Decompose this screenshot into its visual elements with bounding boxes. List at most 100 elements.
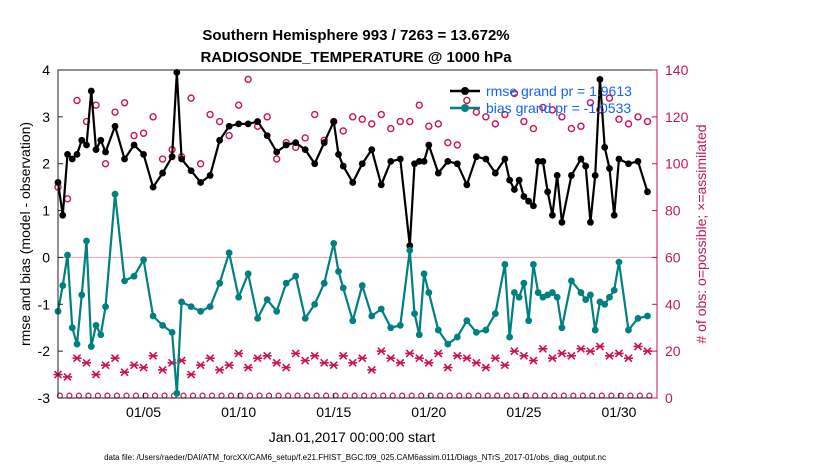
possible-obs-point <box>196 160 205 168</box>
left-tick-label: 0 <box>42 249 50 265</box>
assimilated-obs-point <box>424 358 434 367</box>
assimilated-obs-point <box>262 351 272 360</box>
rmse-point <box>544 188 552 196</box>
assimilated-obs-point <box>633 342 643 351</box>
bias-point <box>472 329 480 336</box>
rmse-point <box>159 169 166 177</box>
bias-point <box>59 282 67 289</box>
rmse-point <box>78 136 86 144</box>
axes <box>57 69 658 399</box>
assimilated-obs-point <box>72 354 82 363</box>
assimilated-obs-point <box>186 370 196 379</box>
rmse-point <box>216 136 224 144</box>
rmse-point <box>173 68 181 76</box>
rmse-point <box>577 155 585 163</box>
bias-point <box>320 279 328 287</box>
bias-point <box>292 272 300 280</box>
left-tick-label: -1 <box>38 296 51 312</box>
rmse-point <box>358 160 366 168</box>
possible-obs-point <box>206 110 214 119</box>
rmse-point <box>549 211 556 219</box>
left-tick-label: 4 <box>42 62 50 78</box>
bias-point <box>235 293 243 301</box>
assimilated-obs-point <box>300 356 310 365</box>
assimilated-obs-point <box>614 349 624 358</box>
bias-point <box>549 289 556 296</box>
x-axis-ticks: 01/05 01/10 01/15 01/20 01/25 01/30 <box>126 393 637 420</box>
left-tick-label: 3 <box>42 109 50 125</box>
rmse-point <box>339 162 347 170</box>
bias-point <box>406 247 414 254</box>
bias-point <box>83 237 90 245</box>
rmse-point <box>591 172 599 179</box>
possible-obs-point <box>643 117 652 126</box>
assimilated-obs-point <box>224 361 234 370</box>
rmse-point <box>235 120 243 128</box>
rmse-point <box>534 157 542 165</box>
rmse-point <box>335 150 342 158</box>
rmse-point <box>634 157 642 165</box>
plot-area <box>58 70 657 398</box>
possible-obs-point <box>272 155 281 163</box>
x-tick-label: 01/15 <box>316 404 351 420</box>
bias-point <box>97 331 105 339</box>
possible-obs-point <box>529 124 538 133</box>
bias-point <box>273 307 281 315</box>
x-tick-label: 01/05 <box>126 404 161 420</box>
assimilated-obs-point <box>566 351 576 360</box>
possible-obs-point <box>491 120 500 128</box>
rmse-point <box>225 122 233 130</box>
rmse-point <box>420 157 428 165</box>
legend-bias-label: bias grand pr = -1.0533 <box>486 100 631 116</box>
possible-obs-point <box>415 101 424 109</box>
possible-obs-point <box>463 96 471 105</box>
bias-point <box>92 321 100 329</box>
bias-point <box>301 314 309 322</box>
bias-point <box>159 321 166 329</box>
possible-obs-point <box>444 138 452 147</box>
bias-series <box>54 190 651 397</box>
rmse-point <box>121 155 128 163</box>
rmse-point <box>558 218 566 226</box>
assimilated-obs-point <box>500 361 510 370</box>
assimilated-obs-point <box>348 358 358 367</box>
x-tick-label: 01/25 <box>506 404 541 420</box>
possible-obs-point <box>482 113 490 121</box>
right-tick-label: 0 <box>665 390 673 406</box>
rmse-point <box>330 118 338 125</box>
bias-point <box>558 324 566 332</box>
assimilated-obs-point <box>82 358 92 367</box>
bias-point <box>610 286 618 294</box>
bias-point <box>582 296 590 303</box>
possible-obs-point <box>520 117 528 126</box>
assimilated-obs-point <box>595 342 605 351</box>
possible-obs-point <box>539 103 547 112</box>
bias-point <box>453 333 461 341</box>
rmse-point <box>615 155 623 163</box>
assimilated-obs-point <box>91 370 101 379</box>
possible-obs-point <box>624 120 633 128</box>
bias-point <box>121 277 128 285</box>
rmse-point <box>140 150 147 158</box>
x-tick-label: 01/20 <box>411 404 446 420</box>
assimilated-obs-point <box>490 354 500 363</box>
bias-point <box>601 300 609 308</box>
bias-point <box>387 324 395 332</box>
assimilated-obs-point <box>272 358 282 367</box>
bias-point <box>187 303 195 311</box>
bias-point <box>349 317 357 325</box>
assimilated-obs-point <box>158 365 168 374</box>
possible-obs-point <box>339 127 347 135</box>
rmse-point <box>582 162 590 170</box>
assimilated-obs-point <box>310 351 320 360</box>
assimilated-obs-point <box>319 358 329 367</box>
rmse-point <box>596 75 604 83</box>
assimilated-obs-point <box>642 347 652 356</box>
possible-obs-point <box>605 94 614 102</box>
bias-point <box>591 326 599 334</box>
bias-point <box>149 312 157 320</box>
assimilated-obs-point <box>329 361 339 370</box>
possible-obs-point <box>149 113 157 121</box>
y-axis-label: rmse and bias (model - observation) <box>17 122 33 346</box>
assimilated-obs-point <box>452 351 462 360</box>
